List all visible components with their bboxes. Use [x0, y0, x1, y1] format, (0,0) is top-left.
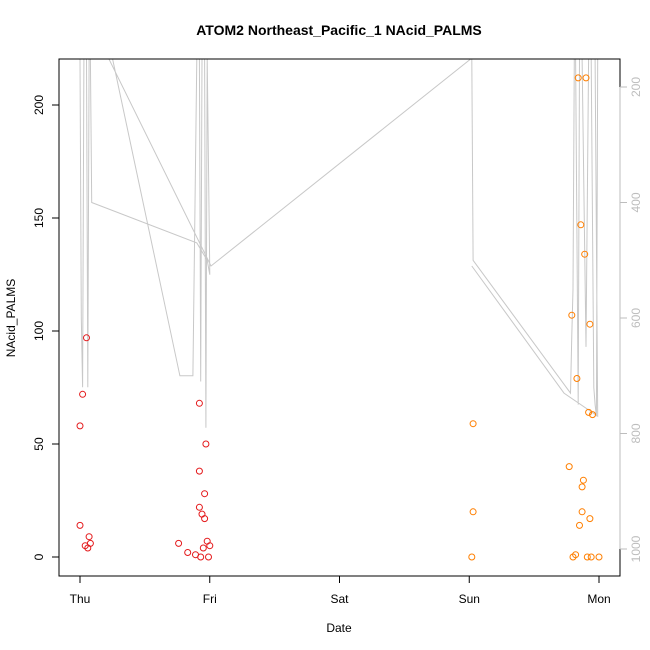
data-point: [195, 399, 203, 407]
data-point: [579, 476, 587, 484]
y-tick-label: 50: [32, 437, 46, 451]
data-point: [202, 440, 210, 448]
plot-frame: [58, 58, 621, 577]
data-point: [586, 320, 594, 328]
y2-tick-label: 800: [629, 423, 643, 443]
data-point: [565, 463, 573, 471]
y-tick-label: 100: [32, 321, 46, 341]
data-point: [206, 542, 214, 550]
altitude-track-layer: [79, 59, 599, 428]
y-tick-label: 150: [32, 208, 46, 228]
data-point: [76, 422, 84, 430]
data-point: [175, 539, 183, 547]
data-point: [568, 311, 576, 319]
data-point: [574, 74, 582, 82]
data-point: [198, 510, 206, 518]
data-point: [205, 553, 212, 561]
data-point: [197, 553, 205, 561]
data-point: [469, 508, 477, 516]
data-point: [83, 334, 90, 342]
y-axis: 0 50 100 150 200: [32, 95, 60, 560]
data-point: [595, 553, 603, 561]
y2-tick-label: 400: [629, 192, 643, 212]
x-axis-label: Date: [326, 621, 352, 635]
x-axis: Thu Fri Sat Sun Mon: [70, 575, 611, 606]
y2-tick-label: 1000: [629, 535, 643, 562]
data-point: [184, 549, 192, 556]
data-point: [589, 411, 596, 419]
secondary-y-axis: 200 400 600 800 1000: [619, 77, 643, 562]
data-point: [203, 537, 211, 545]
y-tick-label: 0: [32, 553, 46, 560]
data-point: [86, 539, 94, 547]
data-point: [199, 544, 207, 552]
data-point: [79, 390, 87, 398]
data-point: [195, 503, 203, 511]
data-point: [578, 483, 586, 491]
data-point: [582, 74, 590, 82]
x-tick-label: Thu: [70, 592, 91, 606]
data-point: [195, 467, 203, 475]
y-tick-label: 200: [32, 95, 46, 115]
data-point: [583, 553, 591, 561]
x-tick-label: Mon: [587, 592, 610, 606]
data-point: [201, 515, 209, 523]
x-tick-label: Fri: [203, 592, 217, 606]
data-point: [469, 420, 477, 428]
altitude-line: [79, 59, 599, 428]
y-axis-label: NAcid_PALMS: [4, 279, 18, 357]
x-tick-label: Sun: [459, 592, 480, 606]
data-point: [576, 521, 583, 529]
data-point: [468, 553, 476, 561]
data-point: [587, 553, 595, 561]
data-point: [578, 508, 586, 516]
x-tick-label: Sat: [330, 592, 349, 606]
data-point: [85, 533, 93, 541]
data-point: [586, 515, 594, 523]
y2-tick-label: 600: [629, 308, 643, 328]
chart-title: ATOM2 Northeast_Pacific_1 NAcid_PALMS: [196, 22, 482, 38]
data-point: [585, 408, 593, 416]
data-point: [573, 375, 581, 382]
data-point: [581, 250, 589, 258]
data-point: [577, 221, 585, 229]
data-point: [201, 490, 209, 498]
data-points-layer: [76, 74, 603, 561]
data-point: [572, 551, 580, 559]
data-point: [76, 521, 84, 529]
y2-tick-label: 200: [629, 77, 643, 97]
